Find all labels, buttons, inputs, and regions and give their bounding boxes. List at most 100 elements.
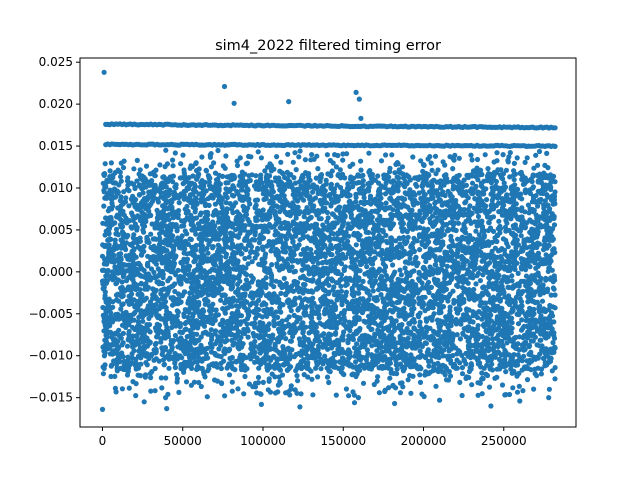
data-point [279, 225, 285, 231]
data-point [511, 177, 517, 183]
data-point [120, 353, 126, 360]
data-point [530, 338, 536, 344]
data-point [229, 224, 235, 230]
data-point [483, 267, 489, 273]
data-point [540, 247, 547, 253]
data-point [426, 363, 432, 369]
data-point [375, 287, 382, 293]
data-point [515, 321, 522, 327]
data-point [472, 354, 478, 360]
data-point [402, 196, 408, 202]
data-point [312, 195, 319, 201]
data-point [334, 297, 340, 303]
data-point [289, 258, 295, 264]
data-point [331, 186, 338, 192]
data-point [198, 334, 204, 340]
data-point [251, 333, 257, 339]
data-point [295, 363, 301, 369]
data-point [416, 276, 422, 282]
data-point [219, 265, 225, 271]
data-point [106, 231, 112, 237]
data-point [165, 189, 171, 195]
data-point [138, 281, 144, 287]
data-point [152, 236, 158, 242]
data-point [383, 180, 389, 186]
data-point [159, 220, 165, 227]
data-point [504, 192, 510, 198]
data-point [542, 198, 548, 204]
data-point [283, 236, 290, 242]
data-point [248, 356, 254, 362]
data-point [154, 334, 160, 340]
data-point [151, 269, 157, 275]
data-point [104, 334, 110, 340]
data-point [147, 340, 153, 346]
data-point [202, 202, 208, 209]
data-point [468, 220, 474, 226]
data-point [146, 240, 152, 246]
data-point [480, 341, 487, 347]
data-point [175, 267, 181, 273]
data-point [413, 181, 419, 187]
data-point [184, 359, 190, 366]
data-point [209, 344, 215, 350]
data-point [269, 262, 275, 268]
data-point [540, 215, 546, 221]
data-point [161, 361, 167, 367]
data-point [195, 265, 201, 271]
data-point [137, 216, 144, 223]
data-point [399, 278, 405, 284]
data-point [399, 244, 405, 250]
data-point [382, 264, 389, 270]
data-point [155, 196, 161, 202]
data-point [213, 328, 219, 334]
data-point [309, 305, 315, 311]
data-point [203, 298, 209, 304]
data-point [481, 284, 487, 290]
data-point [378, 320, 385, 326]
data-point [112, 237, 118, 243]
data-point [364, 347, 370, 353]
data-point [319, 332, 325, 338]
data-point [330, 211, 336, 218]
data-point [389, 235, 395, 242]
data-point [256, 240, 262, 246]
data-point [112, 194, 119, 200]
data-point [356, 179, 362, 186]
data-point [220, 208, 226, 214]
data-point [210, 245, 216, 251]
data-point [317, 338, 323, 345]
data-point [276, 327, 283, 333]
data-point [187, 272, 193, 278]
data-point [323, 306, 329, 312]
data-point [139, 222, 146, 228]
data-point [181, 196, 187, 202]
data-point [473, 228, 479, 234]
data-point [477, 278, 483, 284]
data-point [205, 250, 211, 256]
data-point [338, 272, 345, 278]
data-point [530, 184, 537, 190]
data-point [221, 236, 227, 243]
data-point [191, 181, 198, 188]
data-point [203, 218, 210, 225]
data-point [123, 195, 129, 201]
data-point [548, 292, 554, 298]
data-point [457, 180, 463, 186]
data-point [144, 236, 150, 242]
data-point [389, 245, 395, 251]
data-point [286, 183, 292, 189]
data-point [302, 275, 308, 281]
data-point [544, 215, 550, 221]
data-point [292, 180, 299, 186]
data-point [198, 180, 204, 186]
data-point [265, 229, 271, 235]
data-point [282, 174, 288, 181]
data-point [515, 362, 521, 368]
data-point [316, 210, 322, 216]
data-point [487, 299, 493, 305]
data-point [230, 210, 236, 216]
data-point [465, 324, 471, 330]
data-point [268, 281, 274, 287]
data-point [515, 270, 521, 276]
